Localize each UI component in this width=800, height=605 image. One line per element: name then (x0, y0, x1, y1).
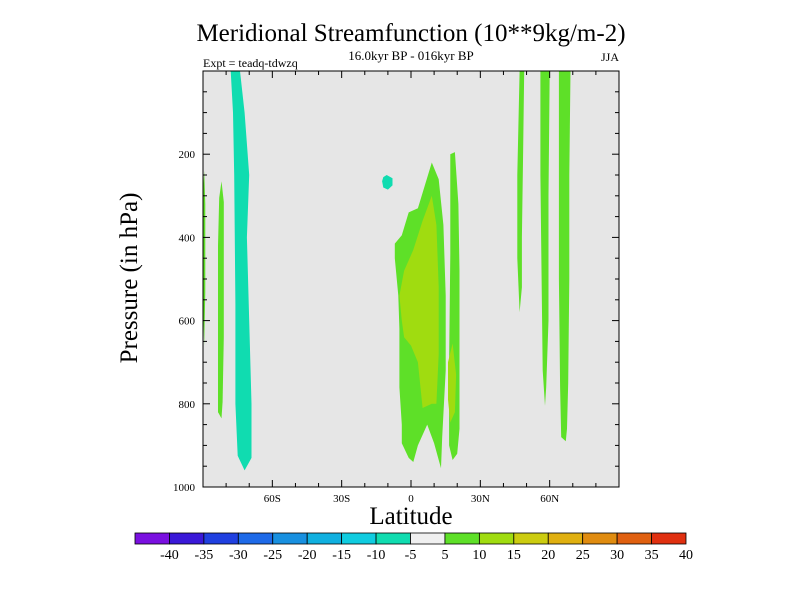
contour-upper-cyan-blob (382, 175, 393, 190)
colorbar-label: -40 (160, 548, 179, 563)
x-tick-label: 30N (471, 493, 490, 505)
colorbar-label: 40 (679, 548, 693, 563)
colorbar-label: -15 (332, 548, 351, 563)
season-label: JJA (601, 50, 619, 64)
x-tick-label: 0 (408, 493, 414, 505)
chart-subtitle: 16.0kyr BP - 016kyr BP (348, 48, 474, 63)
colorbar-label: 15 (507, 548, 521, 563)
colorbar-box (616, 532, 652, 545)
x-tick-label: 30S (333, 493, 350, 505)
colorbar-box (444, 532, 480, 545)
x-tick-label: 60N (540, 493, 559, 505)
colorbar-label: -35 (195, 548, 214, 563)
colorbar-box (203, 532, 239, 545)
colorbar-label: 5 (441, 548, 448, 563)
colorbar-box (375, 532, 411, 545)
colorbar-label: 20 (541, 548, 555, 563)
contour-regions (203, 71, 571, 471)
colorbar-box (341, 532, 377, 545)
contour-nh-green-column-3 (558, 71, 571, 442)
y-tick-label: 400 (179, 232, 196, 244)
colorbar: -40 -35 -30 -25 -20 -15 -10 -5 5 10 15 20 25 30 35 40 (134, 532, 693, 563)
colorbar-box (169, 532, 205, 545)
contour-sh-green-strip (218, 181, 224, 419)
contour-sh-cyan-column (230, 71, 252, 471)
colorbar-box (651, 532, 687, 545)
y-tick-label: 1000 (173, 482, 196, 494)
y-tick-label: 200 (179, 149, 196, 161)
colorbar-label: -5 (405, 548, 417, 563)
colorbar-label: 35 (645, 548, 659, 563)
x-axis-label: Latitude (369, 503, 452, 530)
contour-equatorial-yellowgreen-2 (448, 343, 457, 423)
colorbar-label: 10 (472, 548, 486, 563)
colorbar-box (272, 532, 308, 545)
contour-nh-green-column-2 (540, 71, 550, 406)
contour-nh-green-column-1 (517, 71, 525, 313)
colorbar-box (306, 532, 343, 545)
colorbar-box (134, 532, 170, 545)
colorbar-label: -30 (229, 548, 248, 563)
colorbar-box (478, 532, 515, 545)
colorbar-box (513, 532, 549, 545)
x-tick-label: 60S (264, 493, 281, 505)
colorbar-label: -20 (298, 548, 317, 563)
colorbar-box (410, 532, 446, 545)
colorbar-label: 25 (576, 548, 590, 563)
colorbar-label: -25 (263, 548, 282, 563)
experiment-label: Expt = teadq-tdwzq (203, 56, 298, 70)
y-tick-label: 600 (179, 316, 196, 328)
y-axis-label: Pressure (in hPa) (116, 193, 143, 364)
colorbar-label: -10 (367, 548, 386, 563)
colorbar-box (547, 532, 584, 545)
chart-title: Meridional Streamfunction (10**9kg/m-2) (196, 20, 625, 47)
colorbar-box (582, 532, 618, 545)
colorbar-label: 30 (610, 548, 624, 563)
contour-equatorial-yellowgreen (399, 195, 439, 408)
colorbar-box (237, 532, 274, 545)
y-tick-label: 800 (179, 399, 196, 411)
axis-ticks: 60S 30S 0 30N 60N 200 400 600 800 1000 (173, 70, 620, 505)
